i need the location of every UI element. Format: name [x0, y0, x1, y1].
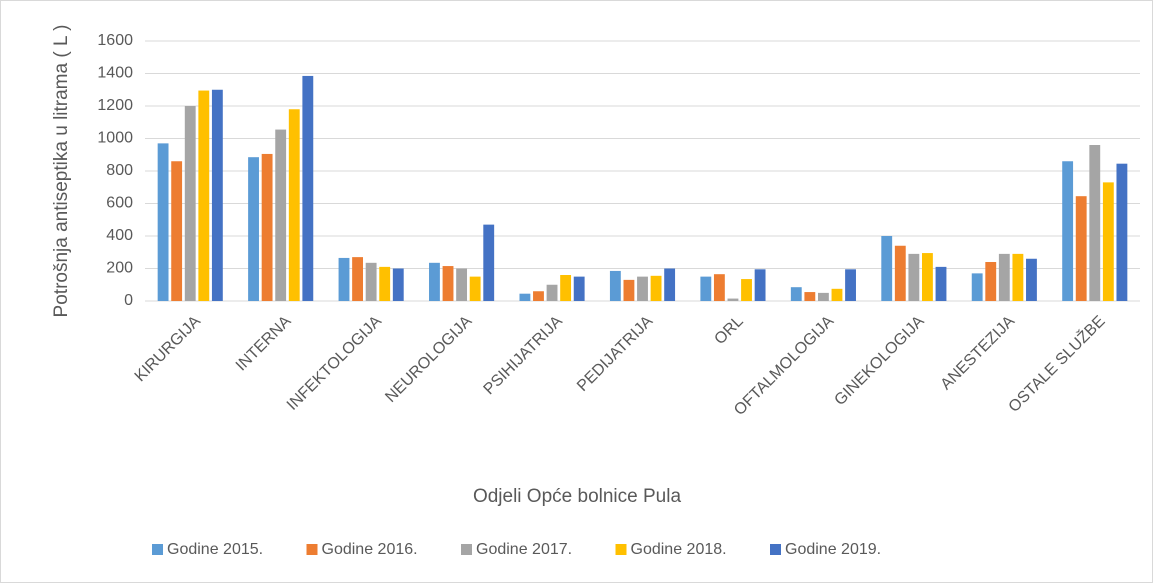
bar — [881, 236, 893, 301]
legend-label: Godine 2018. — [631, 541, 727, 558]
bar — [713, 274, 725, 301]
bar — [338, 257, 350, 301]
bar — [171, 161, 183, 301]
y-tick-label: 1600 — [97, 32, 133, 49]
bar — [1089, 145, 1101, 301]
bar — [894, 245, 906, 301]
bar — [442, 266, 454, 301]
bar — [469, 276, 481, 301]
x-axis-title: Odjeli Opće bolnice Pula — [473, 486, 681, 507]
y-tick-label: 400 — [106, 227, 133, 244]
bar — [288, 109, 300, 301]
bar — [560, 275, 572, 301]
y-tick-label: 1400 — [97, 65, 133, 82]
bar — [1012, 253, 1024, 301]
bar — [817, 292, 829, 301]
bar — [211, 89, 223, 301]
bar — [741, 279, 752, 301]
legend-swatch — [615, 544, 627, 555]
y-tick-label: 600 — [106, 195, 133, 212]
bar — [664, 268, 676, 301]
bar — [519, 293, 531, 301]
y-tick-label: 800 — [106, 162, 133, 179]
y-tick-label: 200 — [106, 260, 133, 277]
legend-label: Godine 2017. — [476, 541, 572, 558]
bar — [157, 143, 169, 301]
bar — [483, 224, 495, 301]
bar — [261, 153, 273, 301]
bar — [1116, 163, 1128, 301]
legend-label: Godine 2019. — [785, 541, 881, 558]
legend-swatch — [461, 544, 472, 555]
y-tick-label: 1200 — [97, 97, 133, 114]
legend-label: Godine 2015. — [167, 541, 263, 558]
bar — [908, 253, 920, 301]
bar — [727, 298, 739, 301]
bar — [935, 266, 947, 301]
legend-swatch — [306, 544, 318, 555]
bar — [198, 90, 210, 301]
bar — [922, 253, 933, 301]
bar — [998, 253, 1010, 301]
legend-swatch — [152, 544, 163, 555]
bar — [275, 129, 287, 301]
bar — [650, 275, 662, 301]
y-tick-label: 1000 — [97, 130, 133, 147]
bar — [790, 287, 802, 301]
bar — [248, 157, 259, 301]
bar — [971, 273, 983, 301]
bar — [1062, 161, 1074, 301]
bar — [184, 106, 196, 301]
bar — [1026, 258, 1037, 301]
bar — [352, 257, 363, 301]
y-tick-label: 0 — [124, 292, 133, 309]
legend-label: Godine 2016. — [322, 541, 418, 558]
bar — [700, 276, 712, 301]
bar — [546, 284, 558, 301]
bar — [392, 268, 404, 301]
bar — [302, 75, 314, 301]
bar — [533, 291, 544, 301]
bar — [456, 268, 468, 301]
bar — [831, 288, 843, 301]
bar — [1102, 182, 1114, 301]
bar — [379, 266, 391, 301]
bar — [804, 292, 816, 301]
bar — [609, 270, 621, 301]
bar — [637, 276, 648, 301]
bar — [573, 276, 585, 301]
y-axis-title: Potrošnja antiseptika u litrama ( L ) — [51, 25, 72, 318]
bar — [754, 269, 766, 301]
bar — [845, 269, 856, 301]
legend-swatch — [770, 544, 781, 555]
bar — [365, 262, 377, 301]
bar — [623, 279, 635, 301]
bar — [1075, 196, 1087, 301]
bar — [429, 262, 440, 301]
bar — [985, 262, 997, 301]
